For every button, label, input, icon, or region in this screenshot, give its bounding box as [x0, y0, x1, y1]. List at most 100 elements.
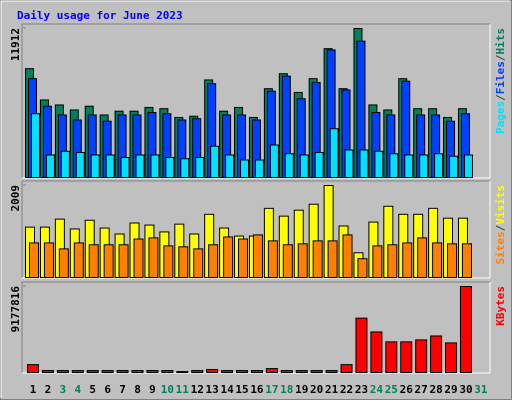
bar	[463, 154, 473, 179]
panel-border-light	[22, 24, 491, 179]
bar	[447, 243, 458, 278]
bar	[344, 149, 354, 179]
x-tick-label: 5	[89, 383, 96, 396]
bar	[327, 240, 338, 278]
x-tick-label: 18	[280, 383, 293, 396]
bar	[402, 242, 413, 278]
legend-entry: Pages	[494, 101, 507, 134]
bar	[299, 154, 309, 179]
bar	[370, 331, 383, 374]
x-tick-label: 29	[444, 383, 457, 396]
bar	[342, 234, 353, 279]
bar	[90, 154, 100, 179]
x-tick-label: 7	[119, 383, 126, 396]
bar	[236, 370, 249, 374]
x-tick-label: 24	[370, 383, 384, 396]
panel-border-dark	[21, 281, 490, 373]
bar	[116, 370, 129, 374]
bar	[340, 364, 353, 373]
bar	[133, 238, 144, 278]
legend-entry: Hits	[494, 28, 507, 55]
bar	[310, 370, 323, 374]
bar	[45, 154, 55, 179]
x-tick-label: 8	[134, 383, 141, 396]
legend-entry: KBytes	[494, 286, 507, 326]
bar	[86, 370, 99, 374]
bar	[415, 339, 428, 373]
bar	[387, 244, 398, 278]
legend-entry: Sites	[494, 231, 507, 264]
x-tick-label: 31	[474, 383, 488, 396]
x-tick-label: 4	[74, 383, 81, 396]
bar	[176, 371, 189, 373]
bar	[459, 286, 472, 373]
legend-separator: /	[494, 94, 507, 101]
x-tick-label: 28	[429, 383, 442, 396]
bar	[150, 154, 160, 179]
x-tick-label: 12	[191, 383, 204, 396]
bar	[58, 248, 69, 279]
bar	[223, 236, 234, 279]
x-tick-label: 14	[220, 383, 234, 396]
bar	[103, 244, 114, 278]
legend-separator: /	[494, 224, 507, 231]
bar	[240, 159, 250, 179]
bar	[193, 248, 204, 279]
bar	[43, 242, 54, 278]
bar	[449, 155, 459, 179]
x-tick-label: 17	[265, 383, 278, 396]
x-tick-label: 13	[206, 383, 219, 396]
x-tick-label: 22	[340, 383, 353, 396]
bar	[432, 242, 443, 278]
x-tick-label: 9	[149, 383, 156, 396]
bar	[191, 370, 204, 374]
bar	[269, 144, 279, 179]
bar	[88, 244, 99, 278]
legend-separator: /	[494, 54, 507, 61]
bar	[31, 113, 40, 178]
bar	[359, 149, 369, 179]
bar	[250, 370, 263, 374]
bar	[265, 368, 278, 373]
bar	[135, 154, 145, 179]
bar	[131, 370, 144, 374]
x-tick-label: 2	[45, 383, 52, 396]
bar	[238, 238, 249, 278]
legend: Sites/Visits	[494, 185, 507, 265]
bar	[148, 237, 159, 279]
bar	[165, 156, 175, 179]
x-tick-label: 20	[310, 383, 323, 396]
bar	[372, 245, 383, 279]
bar	[404, 154, 414, 179]
bar	[56, 370, 69, 374]
x-tick-label: 26	[400, 383, 414, 396]
bar	[27, 364, 39, 373]
bar	[195, 156, 205, 179]
x-tick-label: 1	[30, 383, 37, 396]
bar	[461, 243, 472, 278]
bar	[357, 258, 368, 278]
bar	[400, 341, 413, 374]
x-tick-label: 16	[250, 383, 264, 396]
bar	[312, 240, 323, 278]
bar	[389, 153, 399, 179]
x-tick-label: 10	[161, 383, 174, 396]
x-tick-label: 23	[355, 383, 368, 396]
legend-entry: Files	[494, 61, 507, 94]
legend-entry: Visits	[494, 185, 507, 225]
bar	[210, 145, 220, 179]
bar	[73, 242, 84, 278]
x-tick-label: 30	[459, 383, 472, 396]
legend: KBytes	[494, 286, 507, 326]
bar	[295, 370, 308, 374]
bar	[325, 370, 338, 374]
bar	[101, 370, 114, 374]
legend: Pages/Files/Hits	[494, 28, 507, 134]
bar	[120, 156, 130, 179]
bar	[430, 335, 443, 373]
bar	[282, 244, 293, 278]
bar	[434, 153, 444, 179]
chart-title: Daily usage for June 2023	[17, 9, 183, 22]
